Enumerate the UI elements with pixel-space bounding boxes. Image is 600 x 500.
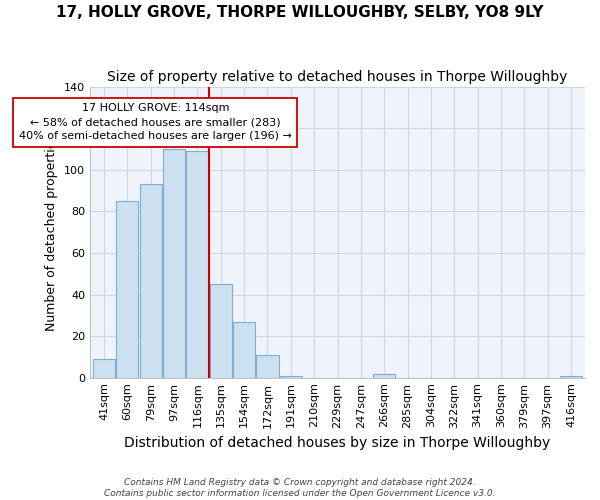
Y-axis label: Number of detached properties: Number of detached properties bbox=[46, 134, 58, 330]
Text: 17, HOLLY GROVE, THORPE WILLOUGHBY, SELBY, YO8 9LY: 17, HOLLY GROVE, THORPE WILLOUGHBY, SELB… bbox=[56, 5, 544, 20]
Bar bbox=[373, 374, 395, 378]
Bar bbox=[560, 376, 582, 378]
Bar bbox=[163, 149, 185, 378]
Text: 17 HOLLY GROVE: 114sqm
← 58% of detached houses are smaller (283)
40% of semi-de: 17 HOLLY GROVE: 114sqm ← 58% of detached… bbox=[19, 103, 292, 141]
Bar bbox=[140, 184, 162, 378]
Bar bbox=[93, 359, 115, 378]
Bar bbox=[280, 376, 302, 378]
Bar bbox=[187, 151, 209, 378]
Text: Contains HM Land Registry data © Crown copyright and database right 2024.
Contai: Contains HM Land Registry data © Crown c… bbox=[104, 478, 496, 498]
Title: Size of property relative to detached houses in Thorpe Willoughby: Size of property relative to detached ho… bbox=[107, 70, 568, 84]
Bar bbox=[209, 284, 232, 378]
Bar bbox=[233, 322, 255, 378]
Bar bbox=[116, 201, 139, 378]
Bar bbox=[256, 355, 278, 378]
X-axis label: Distribution of detached houses by size in Thorpe Willoughby: Distribution of detached houses by size … bbox=[124, 436, 551, 450]
